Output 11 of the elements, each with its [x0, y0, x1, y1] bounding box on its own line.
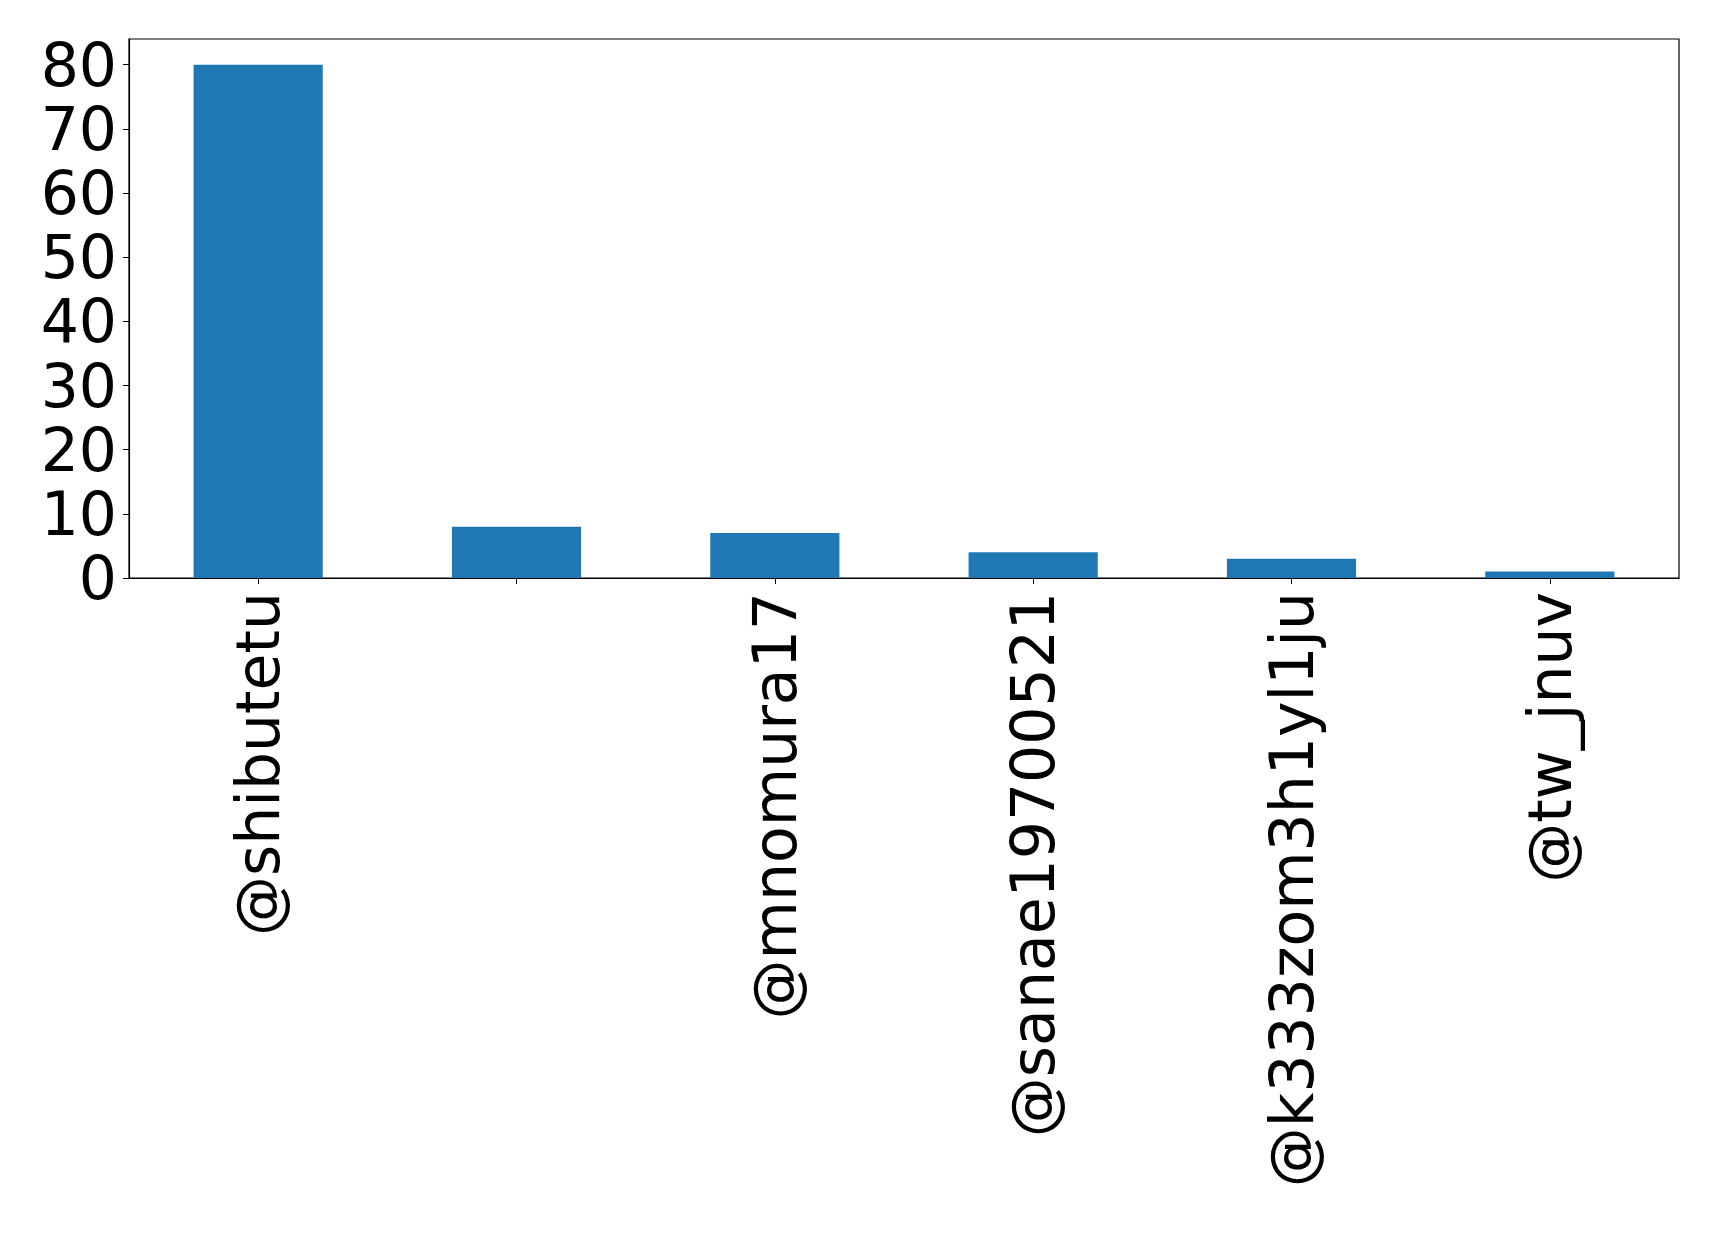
- bar: [1226, 558, 1357, 578]
- bar: [710, 533, 840, 578]
- bar: [968, 552, 1098, 578]
- bar: [451, 526, 582, 578]
- bar: [1485, 571, 1615, 578]
- x-tick-label: @shibutetu: [223, 592, 294, 937]
- x-tick-label: @mnomura17: [739, 592, 810, 1020]
- x-tick-label: @k333zom3h1yl1ju: [1256, 592, 1327, 1188]
- x-tick-label: @tw_jnuv: [1514, 592, 1585, 883]
- x-tick-label: @sanae19700521: [998, 592, 1069, 1138]
- bar: [193, 64, 323, 578]
